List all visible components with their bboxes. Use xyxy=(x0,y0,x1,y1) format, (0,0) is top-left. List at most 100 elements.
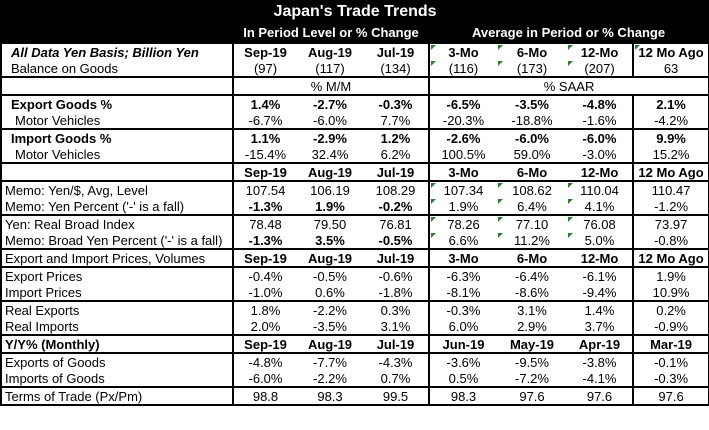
col-header: Sep-19 xyxy=(232,335,297,354)
cell-value: 108.29 xyxy=(375,182,416,198)
col-header: Aug-19 xyxy=(297,163,363,182)
cell-value: 0.5% xyxy=(428,370,497,388)
row-label: Import Goods % xyxy=(0,129,233,146)
cell-value: 1.4% xyxy=(584,302,615,318)
cell-value: -20.3% xyxy=(428,112,497,130)
cell-value: -4.1% xyxy=(567,370,633,388)
memo-header-blank xyxy=(0,163,233,182)
cell-value: (134) xyxy=(363,60,429,78)
cell-value: -3.5% xyxy=(515,96,549,112)
title-row: Japan's Trade Trends xyxy=(0,0,709,22)
col-header: 12-Mo xyxy=(567,249,633,268)
cell-value: 110.04 xyxy=(567,181,633,198)
table-row: Imports of Goods -6.0% -2.2% 0.7% 0.5% -7.2% -… xyxy=(0,370,709,388)
cell-value: 1.9% xyxy=(428,198,497,216)
cell-value: -7.7% xyxy=(313,354,347,370)
cell-value: 98.8 xyxy=(232,387,297,406)
col-header: 6-Mo xyxy=(497,249,567,268)
cell-value: -6.0% xyxy=(515,130,549,146)
cell-value: -2.6% xyxy=(428,129,497,146)
row-label: Memo: Yen Percent ('-' is a fall) xyxy=(0,198,233,216)
row-label: Import Prices xyxy=(0,284,233,302)
cell-value: -6.0% xyxy=(582,130,617,146)
cell-value: -6.3% xyxy=(428,267,497,284)
cell-value: (97) xyxy=(232,60,297,78)
table-row: Export Goods % 1.4% -2.7% -0.3% -6.5% -3.5% -4… xyxy=(0,95,709,112)
cell-value: -4.2% xyxy=(631,112,709,130)
group-header-left: In Period Level or % Change xyxy=(233,22,429,43)
cell-value: 77.10 xyxy=(497,215,567,232)
cell-value: 78.26 xyxy=(428,215,497,232)
prices-header-row: Export and Import Prices, Volumes Sep-19 A… xyxy=(0,249,709,268)
cell-value: -3.5% xyxy=(297,318,363,336)
cell-value: -8.1% xyxy=(428,284,497,302)
col-header: 12 Mo Ago xyxy=(631,249,709,268)
cell-value: 99.5 xyxy=(363,387,429,406)
row-label: Export Prices xyxy=(0,267,233,284)
cell-value: -6.0% xyxy=(232,370,297,388)
cell-value: -0.4% xyxy=(232,267,297,284)
cell-value: -6.1% xyxy=(582,268,617,284)
cell-value: -2.7% xyxy=(313,96,347,112)
row-label: Terms of Trade (Px/Pm) xyxy=(0,387,233,406)
cell-value: 76.08 xyxy=(567,215,633,232)
cell-value: 7.7% xyxy=(363,112,429,130)
cell-value: -2.9% xyxy=(313,130,347,146)
table-row: Terms of Trade (Px/Pm) 98.8 98.3 99.5 98.3 97… xyxy=(0,387,709,406)
row-label: Balance on Goods xyxy=(0,60,233,78)
cell-value: 4.1% xyxy=(567,198,633,216)
cell-value: 6.2% xyxy=(363,146,429,164)
cell-value: 1.4% xyxy=(232,95,297,112)
cell-value: -4.8% xyxy=(232,353,297,370)
cell-value: -1.2% xyxy=(631,198,709,216)
cell-value: -1.3% xyxy=(232,198,297,216)
group-header-blank xyxy=(0,22,233,43)
col-header: Mar-19 xyxy=(631,335,709,354)
cell-value: 2.1% xyxy=(631,95,709,112)
cell-value: -3.6% xyxy=(428,353,497,370)
cell-value: (173) xyxy=(497,60,567,78)
cell-value: -0.5% xyxy=(363,232,429,250)
cell-value: 6.4% xyxy=(497,198,567,216)
cell-value: -1.8% xyxy=(363,284,429,302)
cell-value: -8.6% xyxy=(497,284,567,302)
col-header: Apr-19 xyxy=(567,335,633,354)
cell-value: -0.3% xyxy=(631,370,709,388)
table-row: Yen: Real Broad Index 78.48 79.50 76.81 78.2… xyxy=(0,215,709,232)
col-header: Aug-19 xyxy=(297,335,363,354)
cell-value: (117) xyxy=(297,60,363,78)
cell-value: 6.0% xyxy=(428,318,497,336)
col-header: Aug-19 xyxy=(297,42,363,60)
cell-value: 59.0% xyxy=(497,146,567,164)
cell-value: 63 xyxy=(631,60,709,78)
col-header: Jun-19 xyxy=(428,335,497,354)
units-row: % M/M% SAAR xyxy=(0,77,709,96)
col-header: Jul-19 xyxy=(363,335,429,354)
col-header: Jul-19 xyxy=(363,42,429,60)
cell-value: -4.8% xyxy=(582,96,617,112)
cell-value: -0.6% xyxy=(378,268,413,284)
cell-value: -3.8% xyxy=(582,354,617,370)
cell-value: 98.3 xyxy=(297,387,363,406)
table-row: Import Goods % 1.1% -2.9% 1.2% -2.6% -6.0% -6.… xyxy=(0,129,709,146)
row-label: Export Goods % xyxy=(0,95,233,112)
cell-value: -6.7% xyxy=(232,112,297,130)
cell-value: 97.6 xyxy=(497,387,567,406)
table-row: Memo: Broad Yen Percent ('-' is a fall) -… xyxy=(0,232,709,250)
cell-value: 2.0% xyxy=(232,318,297,336)
cell-value: 79.50 xyxy=(313,216,347,232)
trade-table: Japan's Trade Trends In Period Level or … xyxy=(0,0,709,406)
col-header: Sep-19 xyxy=(232,42,297,60)
col-header: 3-Mo xyxy=(428,249,497,268)
row-label: Real Exports xyxy=(0,301,233,318)
cell-value: -1.3% xyxy=(232,232,297,250)
cell-value: 97.6 xyxy=(631,387,709,406)
units-left: % M/M xyxy=(232,77,429,96)
table-row: Exports of Goods -4.8% -7.7% -4.3% -3.6% -9.5… xyxy=(0,353,709,370)
col-header: 6-Mo xyxy=(497,163,567,182)
cell-value: -15.4% xyxy=(232,146,297,164)
cell-value: -0.1% xyxy=(631,353,709,370)
cell-value: 9.9% xyxy=(631,129,709,146)
cell-value: 100.5% xyxy=(428,146,497,164)
col-header: 12 Mo Ago xyxy=(631,42,709,60)
